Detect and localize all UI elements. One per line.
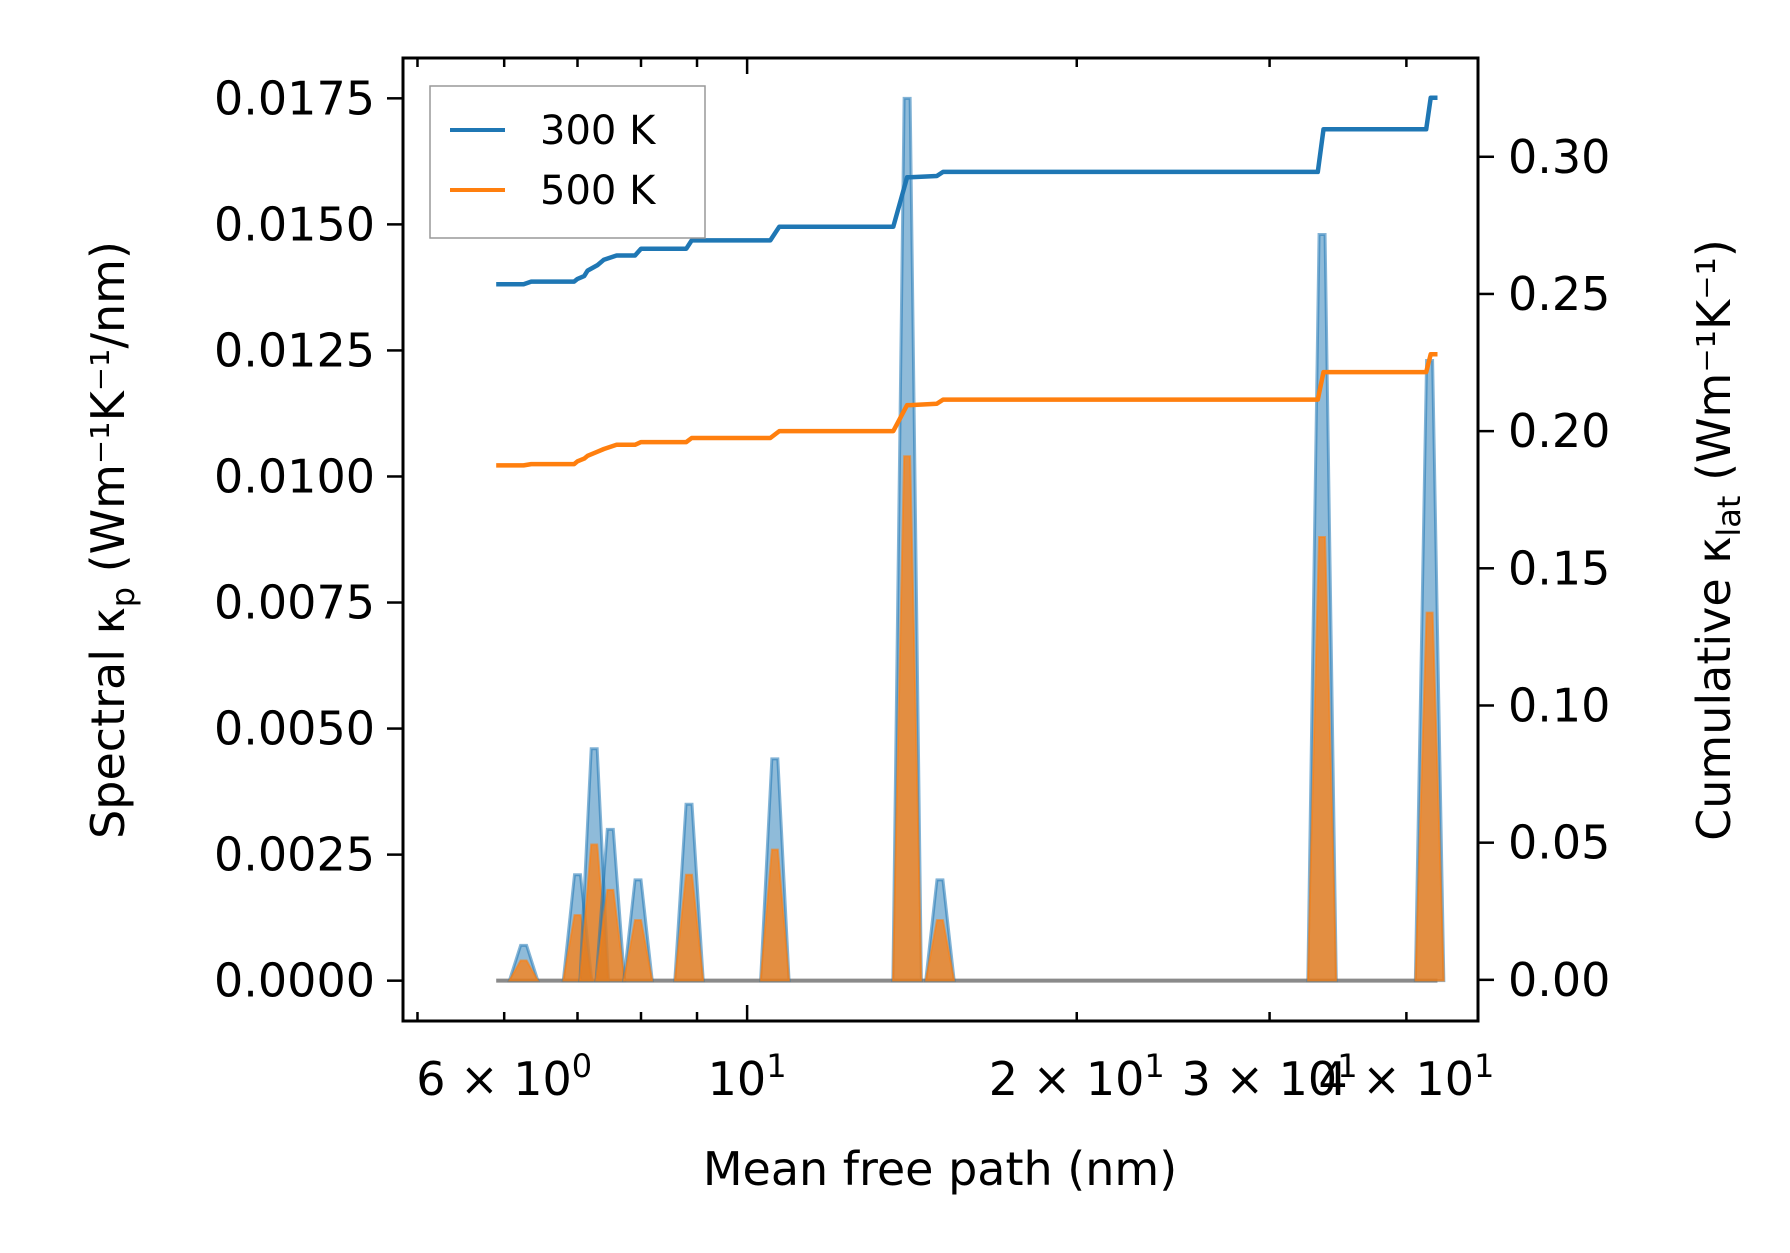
spectral-peak-500k-5	[673, 873, 705, 982]
spectral-peak-500k-8	[924, 919, 956, 982]
cumulative-line-500k	[496, 352, 1438, 468]
legend-label-500k: 500 K	[540, 168, 657, 214]
spectral-peak-500k-6	[759, 848, 791, 982]
x-tick-label: 3 × 101	[1182, 1047, 1358, 1106]
x-tick-label-base: 10	[708, 1052, 767, 1106]
x-tick-label: 6 × 100	[416, 1047, 592, 1106]
legend: 300 K 500 K	[429, 85, 706, 239]
x-tick-label-base: 3 × 10	[1182, 1052, 1338, 1106]
left-y-tick-label: 0.0100	[214, 449, 375, 503]
right-y-tick-label: 0.05	[1508, 816, 1610, 870]
x-tick-label: 4 × 101	[1318, 1047, 1494, 1106]
left-y-axis-label-units: (Wm⁻¹K⁻¹/nm)	[81, 241, 135, 587]
right-y-axis: 0.00 0.05 0.10 0.15 0.20 0.25 0.30	[1478, 130, 1610, 1007]
spectral-peak-500k-9	[1306, 535, 1338, 982]
left-y-axis: 0.0000 0.0025 0.0050 0.0075 0.0100 0.0125 0.01…	[214, 71, 403, 1008]
right-y-tick-label: 0.25	[1508, 267, 1610, 321]
left-y-tick-label: 0.0050	[214, 702, 375, 756]
x-tick-label-base: 6 × 10	[416, 1052, 572, 1106]
right-y-axis-label: Cumulative κlat (Wm⁻¹K⁻¹)	[1687, 239, 1748, 841]
right-y-tick-label: 0.15	[1508, 541, 1610, 595]
cumulative-line-300k	[496, 95, 1438, 287]
left-y-axis-label-main: Spectral κ	[81, 607, 135, 839]
legend-label-300k: 300 K	[540, 108, 657, 154]
x-tick-label-base: 2 × 10	[989, 1052, 1145, 1106]
left-y-tick-label: 0.0125	[214, 323, 375, 377]
x-tick-label-exponent: 1	[1144, 1047, 1164, 1085]
x-tick-label-base: 4 × 10	[1318, 1052, 1474, 1106]
right-y-axis-label-sub: lat	[1710, 496, 1748, 537]
right-y-tick-label: 0.20	[1508, 404, 1610, 458]
plot-frame	[401, 56, 1480, 1023]
legend-frame	[429, 85, 706, 239]
x-tick-label: 101	[708, 1047, 787, 1106]
spectral-peak-500k-0	[507, 959, 540, 982]
x-tick-label-exponent: 1	[1474, 1047, 1494, 1085]
right-y-tick-label: 0.00	[1508, 953, 1610, 1007]
x-axis-label: Mean free path (nm)	[703, 1142, 1177, 1196]
right-y-axis-label-main: Cumulative κ	[1687, 537, 1741, 841]
cumulative-lines-layer	[496, 95, 1438, 468]
right-y-tick-label: 0.10	[1508, 678, 1610, 732]
spectral-peak-500k-4	[622, 919, 654, 982]
spectral-peak-500k-3	[594, 888, 626, 982]
left-y-tick-label: 0.0075	[214, 576, 375, 630]
x-tick-label-exponent: 0	[572, 1047, 592, 1085]
left-y-axis-label: Spectral κp (Wm⁻¹K⁻¹/nm)	[81, 241, 142, 839]
left-y-tick-label: 0.0025	[214, 828, 375, 882]
left-y-axis-label-sub: p	[104, 587, 142, 607]
spectral-fill-layer	[496, 96, 1446, 983]
left-y-tick-label: 0.0150	[214, 197, 375, 251]
spectral-peak-500k-10	[1414, 611, 1445, 982]
x-tick-label-exponent: 1	[1337, 1047, 1357, 1085]
spectral-peak-500k-7	[891, 455, 923, 982]
right-y-axis-label-units: (Wm⁻¹K⁻¹)	[1687, 239, 1741, 495]
left-y-tick-label: 0.0175	[214, 71, 375, 125]
right-y-tick-label: 0.30	[1508, 130, 1610, 184]
x-tick-label-exponent: 1	[766, 1047, 786, 1085]
x-tick-label: 2 × 101	[989, 1047, 1165, 1106]
left-y-tick-label: 0.0000	[214, 954, 375, 1008]
